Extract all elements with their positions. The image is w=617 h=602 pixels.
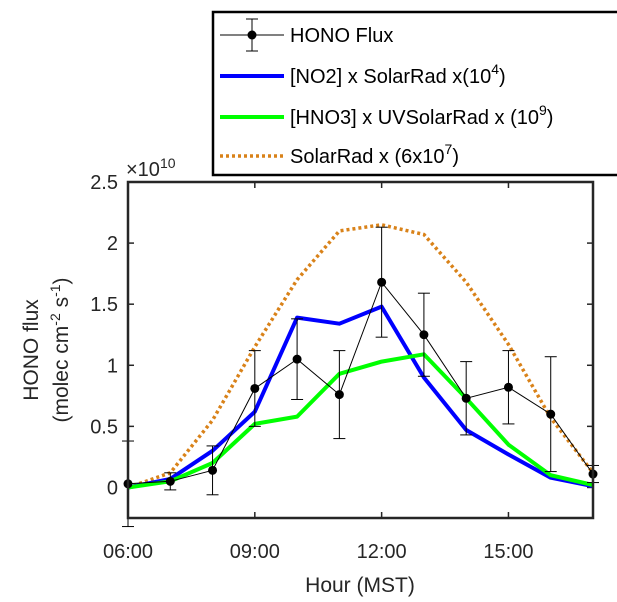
series-line-hono [127, 281, 594, 485]
y-label-part-1: -2 [47, 313, 63, 326]
x-tick-label: 09:00 [230, 541, 280, 563]
legend-no2-part-0: [NO2] x SolarRad x(10 [290, 66, 491, 88]
y-tick-label: 0 [107, 477, 118, 499]
legend: HONO Flux [NO2] x SolarRad x(104) [HNO3]… [211, 10, 617, 177]
legend-solarrad-part-0: SolarRad x (6x10 [290, 146, 445, 168]
legend-entry-solarrad: SolarRad x (6x107) [220, 141, 459, 168]
data-point-hono [461, 393, 471, 403]
data-point-hono [503, 382, 513, 392]
y-axis-label-line1: HONO flux [20, 299, 43, 401]
data-point-hono [165, 476, 175, 486]
data-point-hono [546, 409, 556, 419]
plot-frame [126, 180, 595, 520]
y-tick-label: 2.5 [90, 172, 118, 194]
data-point-hono [208, 465, 218, 475]
data-point-hono [377, 277, 387, 287]
y-tick-label: 1 [107, 355, 118, 377]
series-line-2 [127, 352, 594, 490]
legend-solarrad-part-1: 7 [445, 141, 453, 157]
legend-no2-part-1: 4 [491, 61, 499, 77]
data-point-hono [292, 354, 302, 364]
series-layer [122, 223, 599, 528]
data-point-hono [334, 390, 344, 400]
data-point-hono [250, 383, 260, 393]
y-exponent-label: ×1010 [126, 155, 176, 181]
legend-box [211, 10, 617, 177]
series-3 [127, 223, 595, 490]
legend-label-hno3: [HNO3] x UVSolarRad x (109) [290, 102, 553, 129]
plot-area [128, 182, 593, 518]
series-line-solarrad [127, 223, 595, 490]
legend-label-no2: [NO2] x SolarRad x(104) [290, 61, 506, 88]
data-point-hono [419, 330, 429, 340]
legend-label-solarrad: SolarRad x (6x107) [290, 141, 459, 168]
y-tick-label: 1.5 [90, 294, 118, 316]
x-axis-label: Hour (MST) [305, 574, 415, 597]
legend-solarrad-part-2: ) [452, 146, 459, 168]
series-line-1 [127, 304, 594, 490]
x-tick-label: 06:00 [103, 541, 153, 563]
y-label-part-0: (molec cm [50, 326, 73, 423]
x-tick-label: 12:00 [357, 541, 407, 563]
legend-hno3-part-2: ) [547, 107, 554, 129]
y-exponent-power: 10 [160, 155, 176, 171]
x-tick-label: 15:00 [483, 541, 533, 563]
legend-hno3-part-0: [HNO3] x UVSolarRad x (10 [290, 107, 539, 129]
legend-hno3-part-1: 9 [539, 102, 547, 118]
legend-entry-hno3: [HNO3] x UVSolarRad x (109) [220, 102, 553, 129]
legend-swatch-hono-marker [247, 30, 257, 40]
y-exponent-base: ×10 [126, 159, 160, 181]
y-label-part-3: -1 [47, 284, 63, 297]
legend-label-hono-flux: HONO Flux [290, 25, 393, 47]
legend-entry-hono-flux: HONO Flux [220, 18, 393, 52]
y-label-part-4: ) [50, 277, 73, 284]
series-1 [127, 304, 594, 490]
legend-no2-part-2: ) [499, 66, 506, 88]
y-tick-label: 0.5 [90, 416, 118, 438]
y-label-part-2: s [50, 297, 73, 313]
y-tick-label: 2 [107, 233, 118, 255]
series-2 [127, 352, 594, 490]
y-axis-label-line2: (molec cm-2 s-1) [47, 277, 73, 422]
legend-entry-no2: [NO2] x SolarRad x(104) [220, 61, 506, 88]
